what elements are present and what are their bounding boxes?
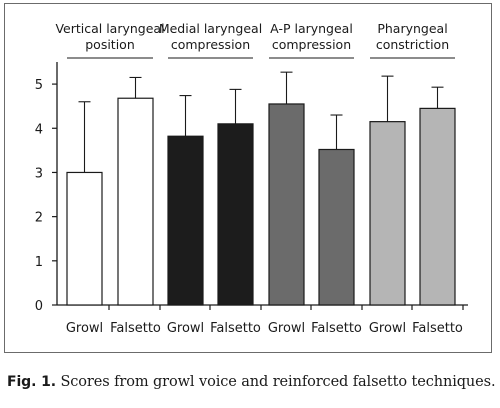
x-tick-label: Falsetto bbox=[210, 321, 261, 336]
group-label: Pharyngeal bbox=[377, 21, 447, 36]
group-label: A-P laryngeal bbox=[270, 21, 353, 36]
x-tick-label: Growl bbox=[369, 321, 406, 336]
y-tick-label: 3 bbox=[35, 166, 43, 181]
bar bbox=[369, 121, 406, 306]
group-label: Medial laryngeal bbox=[159, 21, 262, 36]
bar bbox=[167, 135, 204, 306]
group-label: constriction bbox=[376, 37, 449, 52]
bar bbox=[217, 123, 254, 306]
x-tick-label: Falsetto bbox=[311, 321, 362, 336]
x-tick-label: Growl bbox=[167, 321, 204, 336]
bar bbox=[66, 171, 103, 306]
x-tick-label: Growl bbox=[268, 321, 305, 336]
group-label: Vertical laryngeal bbox=[55, 21, 164, 36]
bar-chart: 0 1 2 3 4 5 Growl Falsetto Growl Falsetto Growl Fal… bbox=[35, 21, 468, 336]
bar bbox=[419, 107, 456, 306]
group-label: compression bbox=[272, 37, 351, 52]
x-tick-label: Growl bbox=[66, 321, 103, 336]
figure-caption: Fig. 1. Scores from growl voice and rein… bbox=[7, 374, 497, 390]
y-tick-label: 4 bbox=[35, 122, 43, 137]
caption-text: Scores from growl voice and reinforced f… bbox=[55, 374, 496, 390]
bar bbox=[117, 97, 154, 306]
x-tick-label: Falsetto bbox=[110, 321, 161, 336]
group-label: position bbox=[85, 37, 135, 52]
bar bbox=[268, 103, 305, 306]
caption-label: Fig. 1. bbox=[7, 374, 56, 390]
y-tick-label: 0 bbox=[35, 299, 43, 314]
x-tick-label: Falsetto bbox=[412, 321, 463, 336]
y-tick-label: 5 bbox=[35, 78, 43, 93]
y-tick-label: 2 bbox=[35, 211, 43, 226]
group-label: compression bbox=[171, 37, 250, 52]
bar bbox=[318, 148, 355, 306]
figure-frame bbox=[4, 3, 492, 353]
y-tick-label: 1 bbox=[35, 255, 43, 270]
